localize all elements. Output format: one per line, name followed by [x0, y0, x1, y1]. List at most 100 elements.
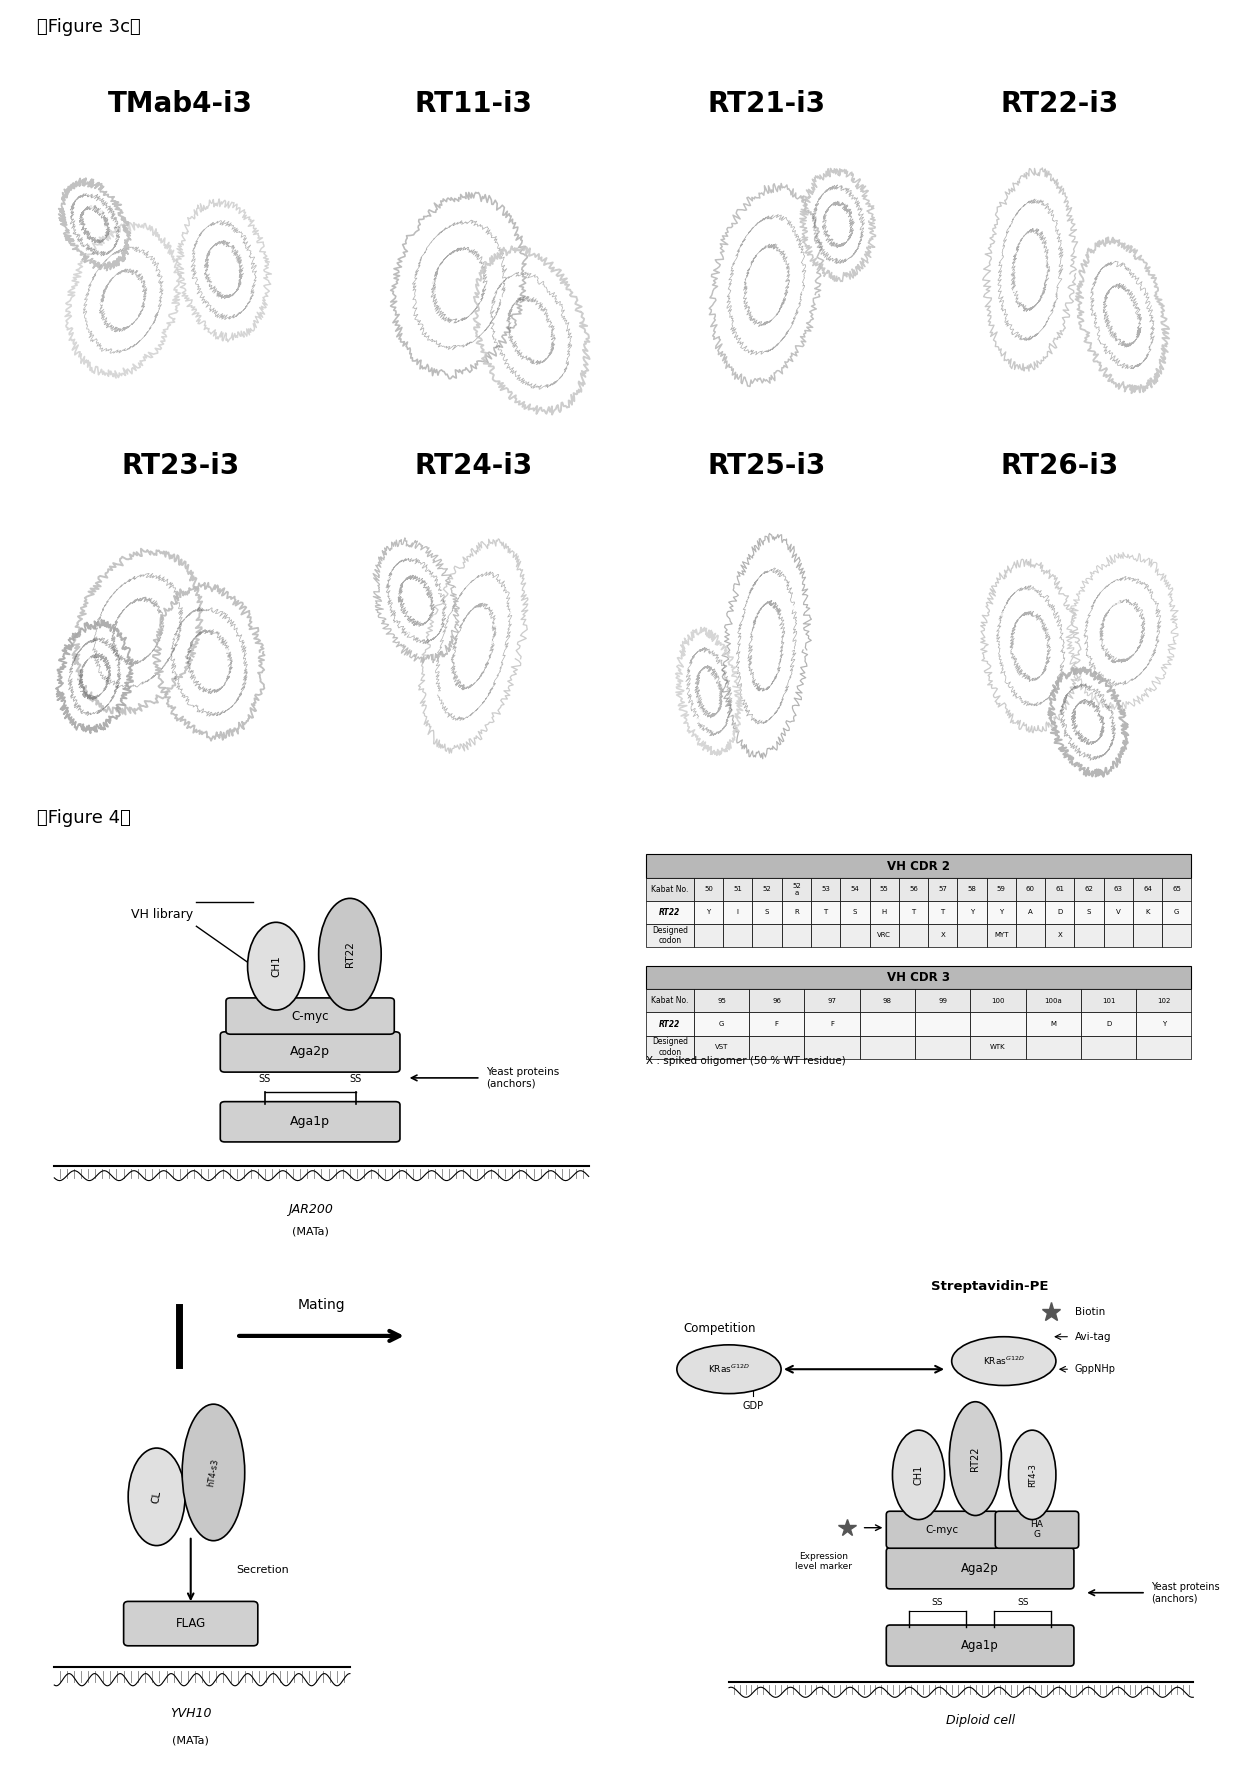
FancyBboxPatch shape — [869, 924, 899, 947]
FancyBboxPatch shape — [646, 855, 1192, 878]
FancyBboxPatch shape — [971, 989, 1025, 1012]
Ellipse shape — [950, 1402, 1002, 1516]
FancyBboxPatch shape — [753, 924, 781, 947]
FancyBboxPatch shape — [1016, 901, 1045, 924]
FancyBboxPatch shape — [1045, 924, 1074, 947]
FancyBboxPatch shape — [859, 1012, 915, 1035]
FancyBboxPatch shape — [869, 901, 899, 924]
FancyBboxPatch shape — [987, 901, 1016, 924]
FancyBboxPatch shape — [646, 901, 694, 924]
FancyBboxPatch shape — [646, 1035, 694, 1058]
FancyBboxPatch shape — [1133, 924, 1162, 947]
FancyBboxPatch shape — [899, 878, 928, 901]
FancyBboxPatch shape — [915, 1035, 971, 1058]
FancyBboxPatch shape — [646, 878, 694, 901]
FancyBboxPatch shape — [899, 901, 928, 924]
Text: F: F — [775, 1021, 779, 1027]
Text: (MATa): (MATa) — [172, 1736, 210, 1746]
Ellipse shape — [182, 1404, 244, 1541]
Text: 』Figure 3c】: 』Figure 3c】 — [37, 18, 141, 35]
FancyBboxPatch shape — [781, 901, 811, 924]
Text: 100: 100 — [991, 998, 1004, 1004]
FancyBboxPatch shape — [841, 878, 869, 901]
Text: RT22: RT22 — [971, 1447, 981, 1472]
Text: Yeast proteins
(anchors): Yeast proteins (anchors) — [486, 1067, 559, 1089]
FancyBboxPatch shape — [971, 1012, 1025, 1035]
FancyBboxPatch shape — [646, 1012, 694, 1035]
Text: SS: SS — [258, 1074, 270, 1083]
FancyBboxPatch shape — [694, 878, 723, 901]
Text: S: S — [765, 910, 769, 915]
FancyBboxPatch shape — [749, 1012, 805, 1035]
FancyBboxPatch shape — [915, 1012, 971, 1035]
FancyBboxPatch shape — [1045, 878, 1074, 901]
Text: RT11-i3: RT11-i3 — [414, 90, 533, 119]
FancyBboxPatch shape — [226, 998, 394, 1034]
Text: Designed
codon: Designed codon — [652, 1037, 688, 1057]
Text: VST: VST — [715, 1044, 728, 1050]
FancyBboxPatch shape — [1074, 878, 1104, 901]
Text: VH CDR 3: VH CDR 3 — [887, 972, 950, 984]
Text: 98: 98 — [883, 998, 892, 1004]
Text: CH1: CH1 — [914, 1464, 924, 1486]
Text: D: D — [1058, 910, 1063, 915]
FancyBboxPatch shape — [723, 901, 753, 924]
Text: 61: 61 — [1055, 886, 1064, 892]
FancyBboxPatch shape — [646, 924, 694, 947]
Text: X: X — [1058, 933, 1063, 938]
FancyBboxPatch shape — [928, 924, 957, 947]
Text: T: T — [823, 910, 828, 915]
Text: I: I — [737, 910, 739, 915]
FancyBboxPatch shape — [811, 878, 841, 901]
Ellipse shape — [319, 899, 381, 1011]
FancyBboxPatch shape — [805, 989, 859, 1012]
FancyBboxPatch shape — [1025, 1012, 1081, 1035]
FancyBboxPatch shape — [723, 878, 753, 901]
Text: TMab4-i3: TMab4-i3 — [108, 90, 253, 119]
FancyBboxPatch shape — [957, 924, 987, 947]
FancyBboxPatch shape — [928, 878, 957, 901]
Text: R: R — [794, 910, 799, 915]
FancyBboxPatch shape — [781, 924, 811, 947]
FancyBboxPatch shape — [1016, 878, 1045, 901]
Text: Biotin: Biotin — [1075, 1307, 1105, 1317]
Text: GppNHp: GppNHp — [1075, 1363, 1116, 1374]
FancyBboxPatch shape — [899, 924, 928, 947]
Text: Mating: Mating — [298, 1298, 345, 1312]
Text: 51: 51 — [733, 886, 743, 892]
Text: D: D — [1106, 1021, 1111, 1027]
Text: 53: 53 — [821, 886, 830, 892]
Text: MYT: MYT — [994, 933, 1008, 938]
Text: A: A — [1028, 910, 1033, 915]
FancyBboxPatch shape — [915, 989, 971, 1012]
Text: 95: 95 — [717, 998, 725, 1004]
FancyBboxPatch shape — [1133, 878, 1162, 901]
Text: YVH10: YVH10 — [170, 1707, 212, 1720]
Text: K: K — [1146, 910, 1149, 915]
Text: Avi-tag: Avi-tag — [1075, 1332, 1111, 1342]
Text: 99: 99 — [939, 998, 947, 1004]
FancyBboxPatch shape — [987, 924, 1016, 947]
FancyBboxPatch shape — [887, 1511, 998, 1548]
FancyBboxPatch shape — [841, 924, 869, 947]
FancyBboxPatch shape — [124, 1601, 258, 1645]
Text: F: F — [830, 1021, 835, 1027]
Text: Kabat No.: Kabat No. — [651, 885, 688, 894]
Text: Kabat No.: Kabat No. — [651, 996, 688, 1005]
FancyBboxPatch shape — [646, 966, 1192, 989]
Text: 59: 59 — [997, 886, 1006, 892]
Text: Designed
codon: Designed codon — [652, 926, 688, 945]
Text: C-myc: C-myc — [291, 1009, 329, 1023]
Text: 101: 101 — [1102, 998, 1115, 1004]
Ellipse shape — [951, 1337, 1056, 1385]
Text: Secretion: Secretion — [236, 1566, 289, 1574]
Text: X : spiked oligomer (50 % WT residue): X : spiked oligomer (50 % WT residue) — [646, 1057, 846, 1066]
FancyBboxPatch shape — [694, 924, 723, 947]
Text: T: T — [941, 910, 945, 915]
Text: 』Figure 4】: 』Figure 4】 — [37, 808, 131, 828]
FancyBboxPatch shape — [1104, 878, 1133, 901]
Text: hT4-s3: hT4-s3 — [207, 1457, 221, 1488]
Text: KRas$^{G12D}$: KRas$^{G12D}$ — [983, 1355, 1024, 1367]
Text: RT24-i3: RT24-i3 — [414, 452, 533, 480]
Text: CH1: CH1 — [272, 956, 281, 977]
